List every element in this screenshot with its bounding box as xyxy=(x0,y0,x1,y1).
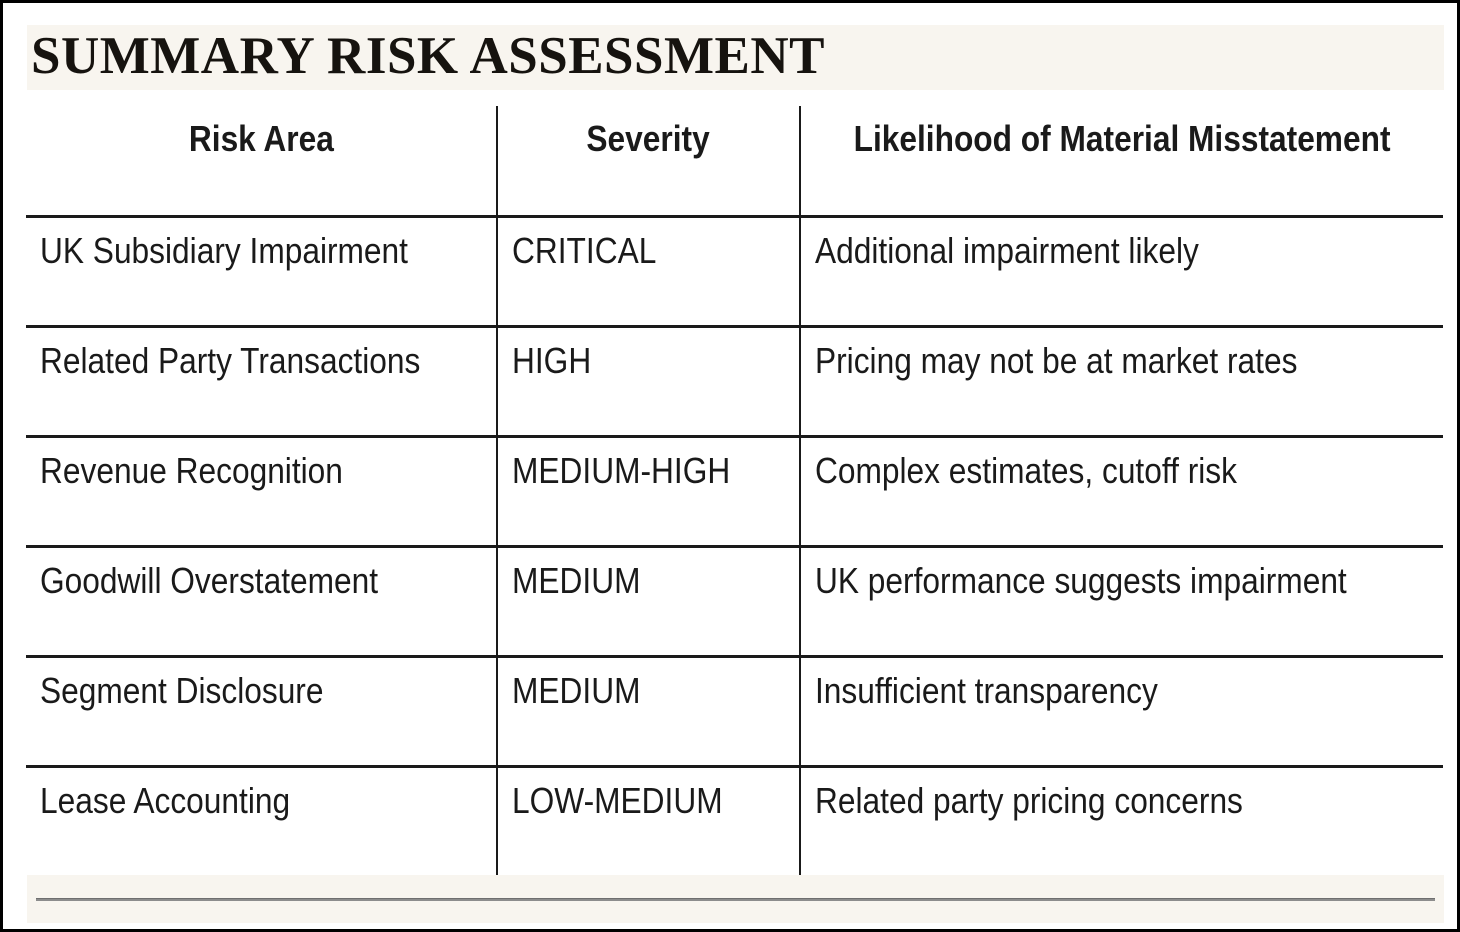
cell-text: UK performance suggests impairment xyxy=(815,559,1347,601)
cell-text: Goodwill Overstatement xyxy=(40,559,379,601)
likelihood-cell: Related party pricing concerns xyxy=(800,766,1443,876)
cell-text: MEDIUM xyxy=(512,559,641,601)
column-header-severity: Severity xyxy=(497,106,801,218)
cell-text: Insufficient transparency xyxy=(815,669,1158,711)
severity-cell: MEDIUM xyxy=(497,656,801,768)
cell-text: LOW-MEDIUM xyxy=(512,779,723,821)
severity-cell: MEDIUM xyxy=(497,546,801,658)
cell-text: Related party pricing concerns xyxy=(815,779,1243,821)
cell-text: CRITICAL xyxy=(512,229,657,271)
title-banner: SUMMARY RISK ASSESSMENT xyxy=(27,25,1444,90)
cell-text: MEDIUM xyxy=(512,669,641,711)
cell-text: Segment Disclosure xyxy=(40,669,324,711)
table-row: Goodwill Overstatement MEDIUM UK perform… xyxy=(26,546,1443,658)
risk-assessment-table: Risk Area Severity Likelihood of Materia… xyxy=(26,106,1443,876)
cell-text: Pricing may not be at market rates xyxy=(815,339,1298,381)
cell-text: UK Subsidiary Impairment xyxy=(40,229,408,271)
cell-text: Additional impairment likely xyxy=(815,229,1199,271)
table-row: Segment Disclosure MEDIUM Insufficient t… xyxy=(26,656,1443,768)
cell-text: Lease Accounting xyxy=(40,779,291,821)
column-header-risk-area: Risk Area xyxy=(26,106,498,218)
column-header-label: Likelihood of Material Misstatement xyxy=(853,118,1391,159)
risk-area-cell: Segment Disclosure xyxy=(26,656,498,768)
table-header-row: Risk Area Severity Likelihood of Materia… xyxy=(26,106,1443,218)
column-header-label: Risk Area xyxy=(188,118,334,159)
likelihood-cell: Insufficient transparency xyxy=(800,656,1443,768)
severity-cell: HIGH xyxy=(497,326,801,438)
table-row: Related Party Transactions HIGH Pricing … xyxy=(26,326,1443,438)
likelihood-cell: Pricing may not be at market rates xyxy=(800,326,1443,438)
cell-text: Complex estimates, cutoff risk xyxy=(815,449,1237,491)
likelihood-cell: UK performance suggests impairment xyxy=(800,546,1443,658)
table-row: Lease Accounting LOW-MEDIUM Related part… xyxy=(26,766,1443,876)
page-title: SUMMARY RISK ASSESSMENT xyxy=(31,27,826,85)
bottom-banner xyxy=(27,875,1444,923)
risk-area-cell: Revenue Recognition xyxy=(26,436,498,548)
table-row: Revenue Recognition MEDIUM-HIGH Complex … xyxy=(26,436,1443,548)
risk-area-cell: Related Party Transactions xyxy=(26,326,498,438)
severity-cell: MEDIUM-HIGH xyxy=(497,436,801,548)
severity-cell: CRITICAL xyxy=(497,216,801,328)
cell-text: Revenue Recognition xyxy=(40,449,343,491)
risk-area-cell: Goodwill Overstatement xyxy=(26,546,498,658)
risk-area-cell: UK Subsidiary Impairment xyxy=(26,216,498,328)
cell-text: HIGH xyxy=(512,339,592,381)
cell-text: MEDIUM-HIGH xyxy=(512,449,731,491)
likelihood-cell: Complex estimates, cutoff risk xyxy=(800,436,1443,548)
likelihood-cell: Additional impairment likely xyxy=(800,216,1443,328)
table-row: UK Subsidiary Impairment CRITICAL Additi… xyxy=(26,216,1443,328)
cell-text: Related Party Transactions xyxy=(40,339,421,381)
divider-rule xyxy=(36,898,1435,901)
column-header-label: Severity xyxy=(586,118,711,159)
risk-area-cell: Lease Accounting xyxy=(26,766,498,876)
column-header-likelihood: Likelihood of Material Misstatement xyxy=(800,106,1443,218)
severity-cell: LOW-MEDIUM xyxy=(497,766,801,876)
